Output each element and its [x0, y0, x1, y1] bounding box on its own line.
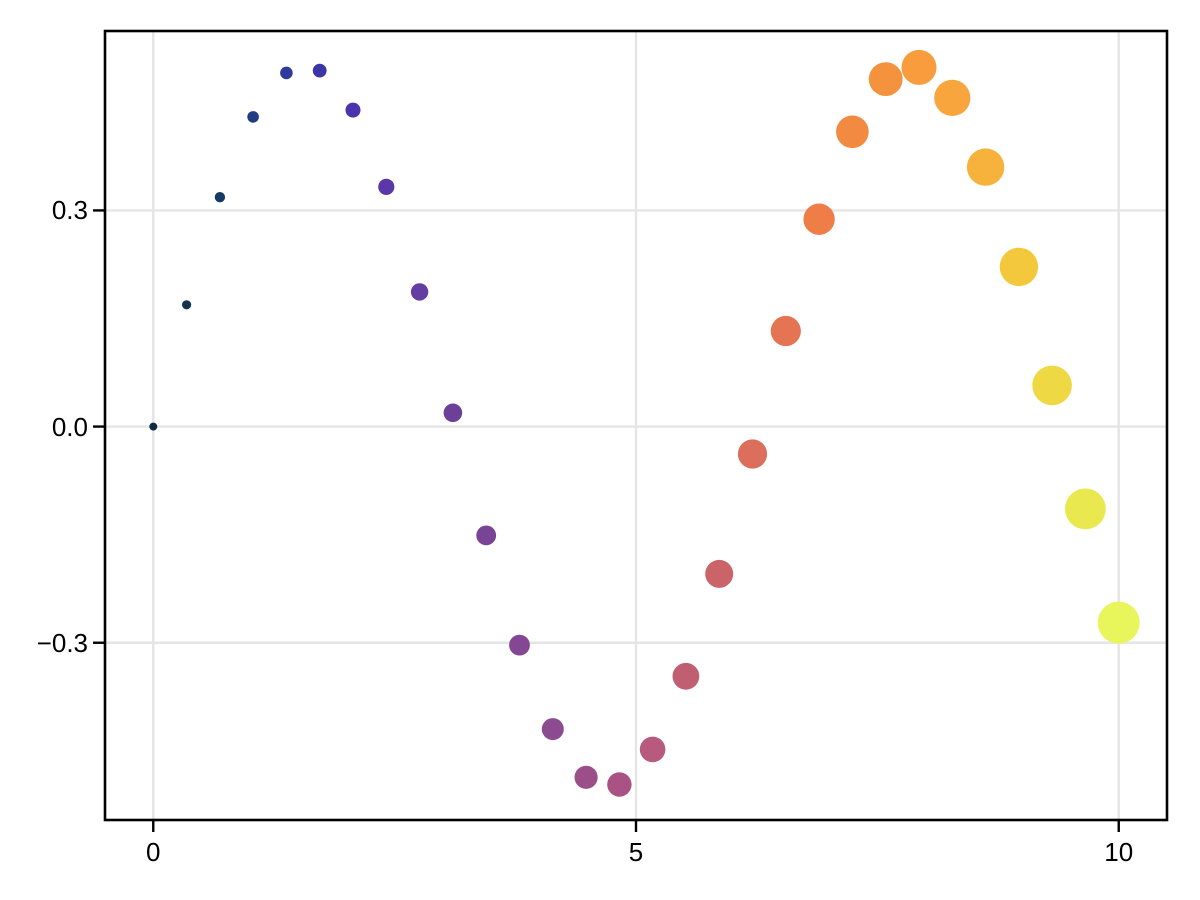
- x-tick-label: 0: [146, 837, 161, 867]
- data-point: [737, 439, 768, 469]
- data-point: [672, 662, 700, 690]
- data-point: [574, 765, 598, 789]
- data-point: [836, 115, 869, 149]
- data-point: [1097, 601, 1140, 644]
- data-point: [214, 192, 226, 203]
- data-point: [345, 102, 361, 118]
- data-point: [770, 315, 801, 347]
- data-point: [868, 62, 903, 96]
- data-point: [443, 403, 463, 423]
- data-point: [312, 63, 327, 78]
- data-point: [1032, 365, 1072, 406]
- data-point: [705, 559, 734, 588]
- y-tick-label: 0.0: [51, 411, 88, 442]
- data-point: [607, 772, 632, 797]
- data-point: [182, 300, 192, 310]
- data-point: [639, 736, 666, 763]
- x-tick-label: 10: [1104, 837, 1134, 867]
- data-point: [476, 525, 497, 546]
- data-point: [247, 111, 259, 123]
- data-point: [966, 148, 1005, 186]
- x-tick-label: 5: [628, 837, 644, 867]
- data-point: [410, 283, 429, 301]
- data-point: [541, 718, 564, 741]
- y-tick-label: −0.3: [36, 627, 88, 658]
- data-point: [280, 66, 293, 80]
- data-point: [149, 422, 158, 431]
- data-point: [803, 203, 835, 235]
- data-point: [378, 178, 395, 195]
- data-point: [999, 247, 1039, 287]
- data-point: [934, 79, 971, 116]
- data-point: [1065, 488, 1106, 530]
- y-tick-label: 0.3: [51, 195, 88, 226]
- data-point: [901, 49, 937, 85]
- data-point: [509, 634, 530, 656]
- axis-spine: [103, 29, 1169, 822]
